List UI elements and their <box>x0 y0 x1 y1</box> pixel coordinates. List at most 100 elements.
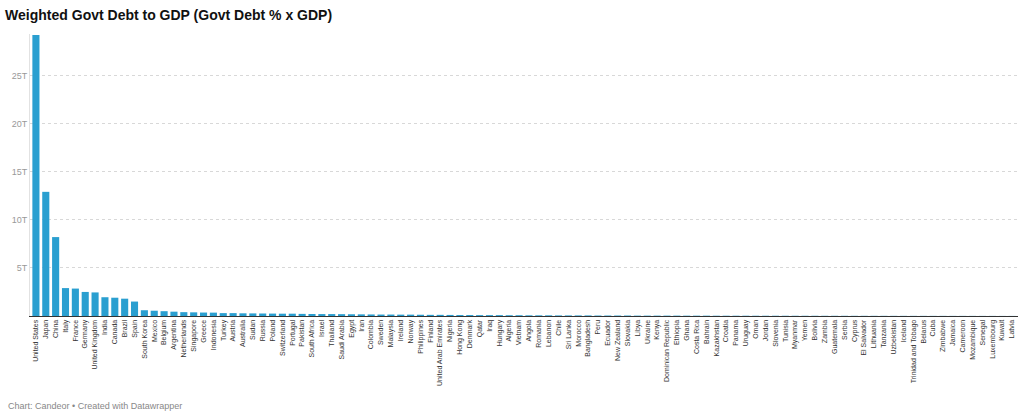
svg-text:Kuwait: Kuwait <box>998 320 1005 341</box>
svg-text:Iraq: Iraq <box>486 320 494 332</box>
svg-text:Belgium: Belgium <box>160 320 168 345</box>
svg-text:Ethiopia: Ethiopia <box>673 320 681 345</box>
svg-text:Turkey: Turkey <box>220 319 228 341</box>
svg-text:Serbia: Serbia <box>841 320 848 340</box>
svg-text:France: France <box>72 320 79 342</box>
svg-text:Hungary: Hungary <box>496 319 504 346</box>
svg-text:Romania: Romania <box>535 320 542 348</box>
svg-text:Argentina: Argentina <box>170 320 178 350</box>
svg-text:Colombia: Colombia <box>367 320 374 350</box>
svg-text:10T: 10T <box>12 215 28 225</box>
svg-text:25T: 25T <box>12 71 28 81</box>
svg-text:New Zealand: New Zealand <box>614 320 621 361</box>
svg-text:Costa Rica: Costa Rica <box>693 320 700 354</box>
svg-text:Hong Kong: Hong Kong <box>456 320 464 355</box>
svg-text:Qatar: Qatar <box>476 319 484 337</box>
svg-text:Yemen: Yemen <box>801 320 808 342</box>
svg-text:Austria: Austria <box>229 320 236 342</box>
svg-text:India: India <box>101 320 108 335</box>
svg-text:Myanmar: Myanmar <box>791 319 799 349</box>
svg-text:South Korea: South Korea <box>141 320 148 359</box>
svg-text:Cyprus: Cyprus <box>851 319 859 342</box>
svg-text:Senegal: Senegal <box>979 319 987 345</box>
svg-text:Russia: Russia <box>259 320 266 342</box>
svg-text:Greece: Greece <box>200 320 207 343</box>
svg-text:Mexico: Mexico <box>151 320 158 342</box>
svg-text:Sudan: Sudan <box>249 320 256 340</box>
svg-text:Norway: Norway <box>407 319 415 343</box>
svg-text:Denmark: Denmark <box>466 319 473 348</box>
svg-text:Sri Lanka: Sri Lanka <box>565 320 572 350</box>
svg-text:Nigeria: Nigeria <box>446 320 454 342</box>
svg-text:Croatia: Croatia <box>722 320 729 343</box>
svg-text:Peru: Peru <box>594 320 601 335</box>
svg-text:Zambia: Zambia <box>821 320 828 343</box>
svg-text:Ecuador: Ecuador <box>604 319 611 346</box>
svg-text:Guatemala: Guatemala <box>831 320 838 354</box>
svg-text:Trinidad and Tobago: Trinidad and Tobago <box>910 320 918 384</box>
svg-text:United Arab Emirates: United Arab Emirates <box>436 319 443 386</box>
svg-text:Spain: Spain <box>131 320 139 338</box>
svg-text:Egypt: Egypt <box>348 320 356 338</box>
svg-text:Poland: Poland <box>269 320 276 342</box>
svg-text:Jamaica: Jamaica <box>949 320 956 346</box>
svg-text:Chile: Chile <box>555 320 562 336</box>
svg-text:Jordan: Jordan <box>762 320 769 342</box>
svg-text:Israel: Israel <box>318 319 325 337</box>
svg-text:Japan: Japan <box>42 320 50 339</box>
svg-text:Bolivia: Bolivia <box>811 320 818 341</box>
svg-text:Brazil: Brazil <box>121 319 128 337</box>
svg-text:Bangladesh: Bangladesh <box>584 320 592 357</box>
svg-text:El Salvador: El Salvador <box>860 319 867 355</box>
svg-text:Ireland: Ireland <box>397 320 404 342</box>
svg-text:Weighted Govt Debt to GDP (Gov: Weighted Govt Debt to GDP (Govt Debt % x… <box>5 7 332 23</box>
svg-text:Switzerland: Switzerland <box>279 320 286 356</box>
svg-text:Saudi Arabia: Saudi Arabia <box>338 320 345 360</box>
svg-text:Latvia: Latvia <box>1008 320 1015 339</box>
svg-text:Tunisia: Tunisia <box>782 320 789 342</box>
svg-text:Ukraine: Ukraine <box>644 320 651 344</box>
svg-text:Sweden: Sweden <box>377 320 384 345</box>
svg-text:Canada: Canada <box>111 320 118 345</box>
svg-text:Kazakhstan: Kazakhstan <box>713 320 720 357</box>
svg-text:China: China <box>52 320 59 338</box>
svg-text:Portugal: Portugal <box>289 319 297 346</box>
svg-text:Malaysia: Malaysia <box>387 320 395 348</box>
svg-text:Cuba: Cuba <box>929 320 936 337</box>
svg-text:Bahrain: Bahrain <box>703 320 710 344</box>
svg-text:Chart: Candeor • Created with: Chart: Candeor • Created with Datawrappe… <box>8 401 182 411</box>
svg-text:Belarus: Belarus <box>920 319 927 343</box>
svg-text:United Kingdom: United Kingdom <box>91 320 99 370</box>
svg-text:20T: 20T <box>12 119 28 129</box>
svg-text:Cameroon: Cameroon <box>959 320 966 353</box>
svg-text:Zimbabwe: Zimbabwe <box>939 320 946 352</box>
svg-text:Morocco: Morocco <box>575 320 582 347</box>
svg-text:5T: 5T <box>17 263 28 273</box>
svg-text:Mozambique: Mozambique <box>969 320 977 360</box>
svg-text:15T: 15T <box>12 167 28 177</box>
svg-text:Kenya: Kenya <box>653 320 661 340</box>
svg-text:Vietnam: Vietnam <box>515 320 522 346</box>
svg-text:South Africa: South Africa <box>308 320 315 358</box>
svg-text:Finland: Finland <box>427 320 434 343</box>
svg-text:Dominican Republic: Dominican Republic <box>663 319 671 382</box>
svg-text:Australia: Australia <box>239 320 246 347</box>
svg-text:Pakistan: Pakistan <box>298 320 305 347</box>
svg-text:Angola: Angola <box>525 320 533 342</box>
svg-text:Lebanon: Lebanon <box>545 320 552 347</box>
svg-text:Indonesia: Indonesia <box>210 320 217 350</box>
svg-text:Uruguay: Uruguay <box>742 319 750 346</box>
svg-text:Ghana: Ghana <box>683 320 690 341</box>
svg-text:Iceland: Iceland <box>900 320 907 343</box>
svg-text:Italy: Italy <box>62 319 70 332</box>
svg-text:Thailand: Thailand <box>328 320 335 347</box>
svg-text:United States: United States <box>32 319 39 362</box>
svg-text:Singapore: Singapore <box>190 320 198 352</box>
svg-text:Uzbekistan: Uzbekistan <box>890 320 897 355</box>
svg-text:Philippines: Philippines <box>417 319 425 353</box>
svg-text:Netherlands: Netherlands <box>180 319 187 357</box>
svg-text:Germany: Germany <box>81 319 89 348</box>
svg-text:Oman: Oman <box>752 320 759 339</box>
svg-text:Slovenia: Slovenia <box>772 320 779 347</box>
svg-text:Lithuania: Lithuania <box>870 320 877 349</box>
